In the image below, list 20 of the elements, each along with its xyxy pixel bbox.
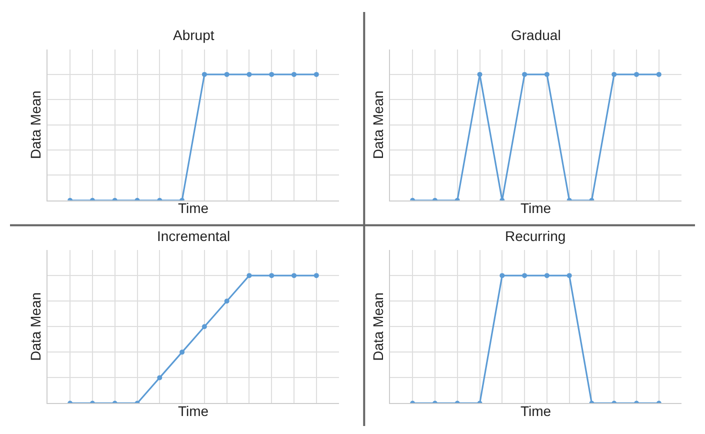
chart-title: Recurring <box>505 228 566 244</box>
x-axis-title: Time <box>178 200 209 216</box>
point <box>157 375 162 380</box>
point <box>202 324 207 330</box>
x-axis-title: Time <box>520 200 552 216</box>
point <box>269 273 274 278</box>
point <box>246 273 252 278</box>
point <box>224 298 230 304</box>
y-axis-title: Data Mean <box>370 292 386 361</box>
chart-title: Incremental <box>157 228 230 244</box>
x-axis-title: Time <box>520 402 552 419</box>
x-axis-title: Time <box>178 402 209 419</box>
chart-title: Abrupt <box>173 27 214 43</box>
chart-title: Gradual <box>511 27 561 43</box>
point <box>292 273 297 278</box>
point <box>314 273 319 278</box>
y-axis-title: Data Mean <box>370 90 386 160</box>
point <box>180 350 185 355</box>
y-axis-title: Data Mean <box>27 292 44 361</box>
y-axis-title: Data Mean <box>27 90 44 160</box>
